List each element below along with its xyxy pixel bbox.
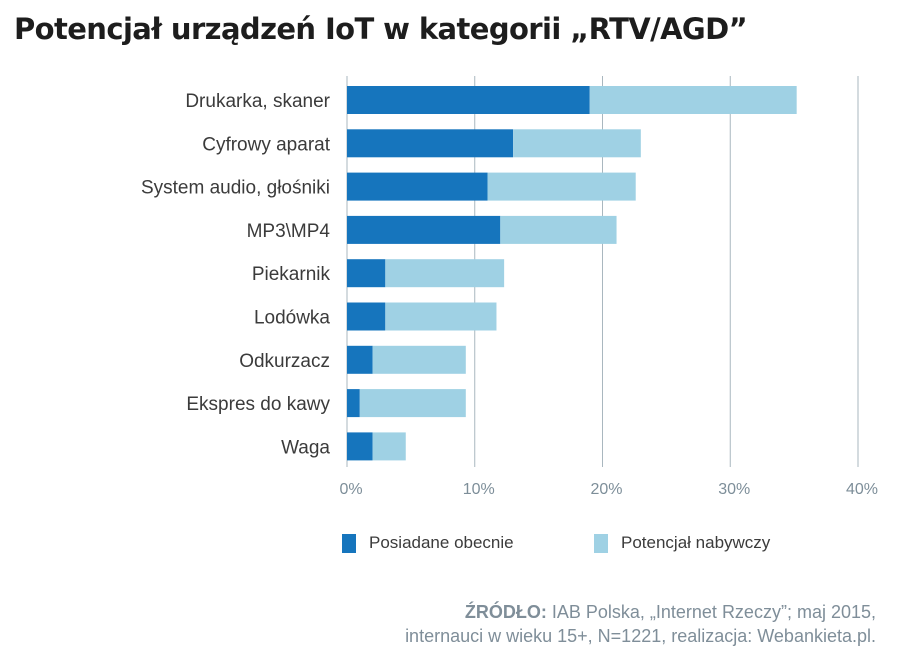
bar-potencjal-2: [487, 172, 636, 201]
source-line-2: internauci w wieku 15+, N=1221, realizac…: [405, 626, 876, 646]
bar-posiadane-6: [347, 345, 373, 374]
bar-potencjal-4: [385, 259, 505, 288]
bar-potencjal-8: [372, 432, 406, 461]
category-label-0: Drukarka, skaner: [185, 91, 330, 112]
bar-potencjal-3: [500, 215, 617, 244]
x-tick-label-10: 10%: [463, 481, 495, 498]
x-tick-label-30: 30%: [718, 481, 750, 498]
category-label-8: Waga: [281, 437, 330, 458]
bar-potencjal-1: [513, 129, 641, 158]
x-tick-label-0: 0%: [339, 481, 362, 498]
category-labels: Drukarka, skaner Cyfrowy aparat System aud…: [141, 91, 331, 458]
category-label-5: Lodówka: [254, 308, 330, 329]
category-label-1: Cyfrowy aparat: [202, 134, 330, 155]
legend-item-potencjal: Potencjał nabywczy: [594, 533, 770, 553]
bar-potencjal-0: [589, 86, 797, 114]
chart-title: Potencjał urządzeń IoT w kategorii „RTV/…: [14, 12, 748, 46]
bar-posiadane-1: [347, 129, 514, 158]
category-label-4: Piekarnik: [252, 264, 331, 285]
source-label: ŹRÓDŁO:: [464, 602, 547, 622]
legend-swatch-potencjal: [594, 533, 608, 553]
bar-potencjal-7: [359, 389, 466, 418]
source-note: ŹRÓDŁO: IAB Polska, „Internet Rzeczy”; m…: [405, 600, 876, 648]
legend-item-posiadane: Posiadane obecnie: [342, 533, 514, 553]
x-axis-ticks: 0% 10% 20% 30% 40%: [339, 481, 878, 498]
x-tick-label-40: 40%: [846, 481, 878, 498]
bar-posiadane-3: [347, 215, 501, 244]
x-tick-label-20: 20%: [590, 481, 622, 498]
bars: [347, 86, 797, 461]
category-label-3: MP3\MP4: [247, 221, 331, 242]
legend-swatch-posiadane: [342, 533, 356, 553]
category-label-2: System audio, głośniki: [141, 178, 330, 199]
bar-posiadane-4: [347, 259, 386, 288]
category-label-7: Ekspres do kawy: [186, 394, 330, 415]
legend-label-potencjal: Potencjał nabywczy: [621, 533, 771, 552]
source-text-1: IAB Polska, „Internet Rzeczy”; maj 2015,: [546, 602, 876, 622]
bar-posiadane-8: [347, 432, 373, 461]
bar-posiadane-5: [347, 302, 386, 331]
legend: Posiadane obecnie Potencjał nabywczy: [0, 533, 898, 557]
source-line-1: ŹRÓDŁO: IAB Polska, „Internet Rzeczy”; m…: [405, 600, 876, 624]
legend-label-posiadane: Posiadane obecnie: [369, 533, 514, 552]
bar-posiadane-0: [347, 86, 590, 114]
bar-posiadane-2: [347, 172, 488, 201]
bar-posiadane-7: [347, 389, 360, 418]
bar-potencjal-6: [372, 345, 466, 374]
bar-potencjal-5: [385, 302, 497, 331]
category-label-6: Odkurzacz: [239, 351, 330, 372]
